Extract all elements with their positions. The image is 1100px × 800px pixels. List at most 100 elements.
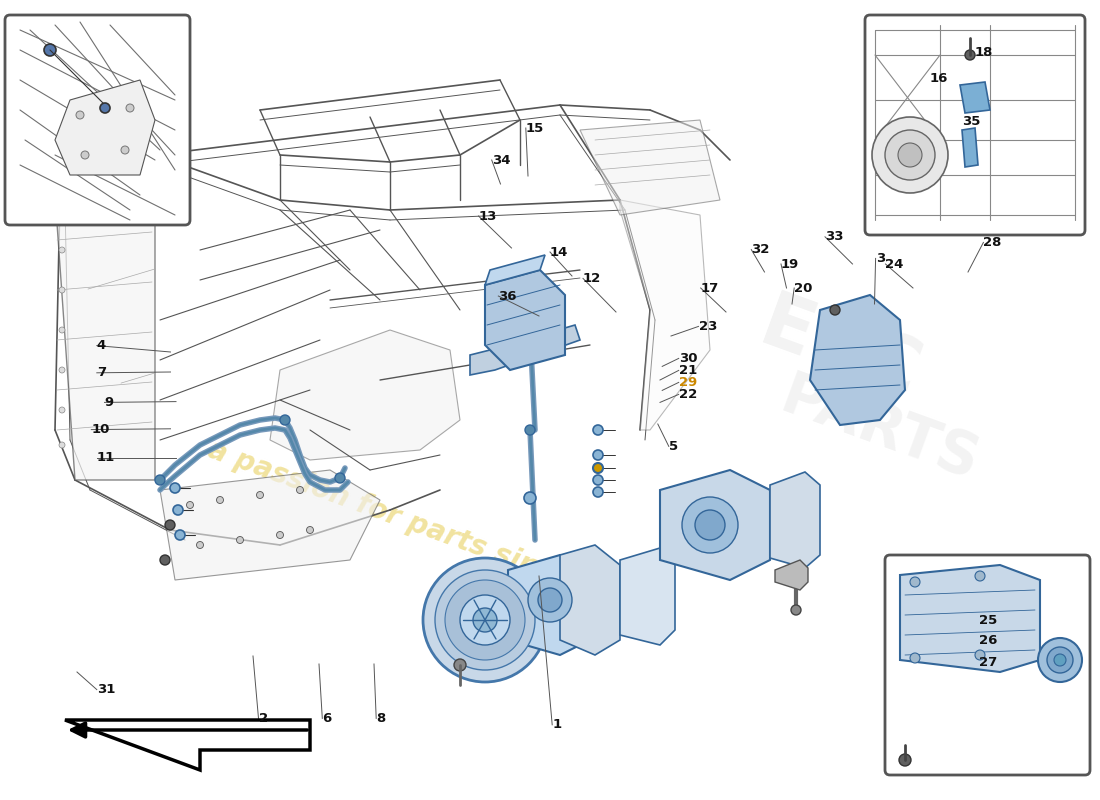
- Circle shape: [1038, 638, 1082, 682]
- Circle shape: [525, 425, 535, 435]
- Text: 5: 5: [669, 440, 678, 453]
- Polygon shape: [485, 255, 544, 285]
- FancyBboxPatch shape: [886, 555, 1090, 775]
- Text: 21: 21: [679, 364, 697, 377]
- Circle shape: [165, 520, 175, 530]
- Circle shape: [59, 207, 65, 213]
- Text: 31: 31: [97, 683, 116, 696]
- Polygon shape: [485, 270, 565, 370]
- Polygon shape: [270, 330, 460, 460]
- Text: 18: 18: [975, 46, 993, 58]
- Circle shape: [336, 473, 345, 483]
- FancyBboxPatch shape: [6, 15, 190, 225]
- Circle shape: [460, 595, 510, 645]
- Text: 8: 8: [376, 712, 385, 725]
- Polygon shape: [810, 295, 905, 425]
- Text: EPC: EPC: [750, 287, 930, 413]
- Text: 20: 20: [794, 282, 813, 294]
- Circle shape: [682, 497, 738, 553]
- Circle shape: [454, 659, 466, 671]
- Circle shape: [528, 578, 572, 622]
- Circle shape: [424, 558, 547, 682]
- Circle shape: [524, 492, 536, 504]
- Circle shape: [872, 117, 948, 193]
- Text: 6: 6: [322, 712, 331, 725]
- Polygon shape: [776, 560, 808, 590]
- Text: 7: 7: [97, 366, 106, 379]
- Polygon shape: [580, 120, 720, 215]
- Circle shape: [899, 754, 911, 766]
- Circle shape: [121, 146, 129, 154]
- Circle shape: [593, 463, 603, 473]
- Circle shape: [898, 143, 922, 167]
- Circle shape: [155, 475, 165, 485]
- Circle shape: [256, 491, 264, 498]
- Polygon shape: [620, 200, 710, 430]
- Circle shape: [173, 505, 183, 515]
- Polygon shape: [55, 165, 155, 480]
- Text: 16: 16: [930, 72, 948, 85]
- Circle shape: [59, 367, 65, 373]
- Circle shape: [473, 608, 497, 632]
- Circle shape: [59, 407, 65, 413]
- Circle shape: [276, 531, 284, 538]
- Circle shape: [975, 571, 984, 581]
- Circle shape: [975, 650, 984, 660]
- Circle shape: [910, 653, 920, 663]
- Text: 9: 9: [104, 396, 113, 409]
- Text: 29: 29: [679, 376, 697, 389]
- Circle shape: [538, 588, 562, 612]
- Text: 4: 4: [97, 339, 106, 352]
- Polygon shape: [560, 545, 620, 655]
- Text: 2: 2: [258, 712, 267, 725]
- Circle shape: [446, 580, 525, 660]
- Polygon shape: [470, 325, 580, 375]
- Circle shape: [1047, 647, 1072, 673]
- Circle shape: [280, 415, 290, 425]
- Polygon shape: [55, 80, 155, 175]
- Circle shape: [160, 555, 170, 565]
- Text: 19: 19: [781, 258, 800, 270]
- Text: 3: 3: [876, 252, 884, 265]
- Circle shape: [59, 287, 65, 293]
- Circle shape: [1054, 654, 1066, 666]
- Text: 17: 17: [701, 282, 719, 294]
- Text: 35: 35: [962, 115, 981, 128]
- Circle shape: [593, 487, 603, 497]
- Polygon shape: [770, 472, 820, 568]
- Circle shape: [695, 510, 725, 540]
- Circle shape: [59, 247, 65, 253]
- Circle shape: [126, 104, 134, 112]
- Polygon shape: [508, 555, 590, 655]
- Text: 36: 36: [498, 290, 517, 302]
- Circle shape: [791, 605, 801, 615]
- Circle shape: [297, 486, 304, 494]
- Text: 23: 23: [698, 320, 717, 333]
- Circle shape: [197, 542, 204, 549]
- Text: 25: 25: [979, 614, 998, 626]
- FancyBboxPatch shape: [865, 15, 1085, 235]
- Text: 26: 26: [979, 634, 998, 646]
- Text: 32: 32: [751, 243, 770, 256]
- Text: 33: 33: [825, 230, 844, 243]
- Circle shape: [910, 577, 920, 587]
- Polygon shape: [160, 470, 380, 580]
- Text: PARTS: PARTS: [773, 368, 987, 492]
- Circle shape: [175, 530, 185, 540]
- Circle shape: [81, 151, 89, 159]
- Text: 15: 15: [526, 122, 544, 134]
- Polygon shape: [660, 470, 770, 580]
- Text: 28: 28: [983, 236, 1002, 249]
- Text: 11: 11: [97, 451, 116, 464]
- Circle shape: [236, 537, 243, 543]
- Circle shape: [187, 502, 194, 509]
- Text: 13: 13: [478, 210, 497, 222]
- Circle shape: [886, 130, 935, 180]
- Text: 27: 27: [979, 656, 998, 669]
- Text: 24: 24: [886, 258, 904, 270]
- Circle shape: [170, 483, 180, 493]
- Text: 1: 1: [552, 718, 561, 731]
- Circle shape: [434, 570, 535, 670]
- Circle shape: [59, 327, 65, 333]
- Circle shape: [100, 103, 110, 113]
